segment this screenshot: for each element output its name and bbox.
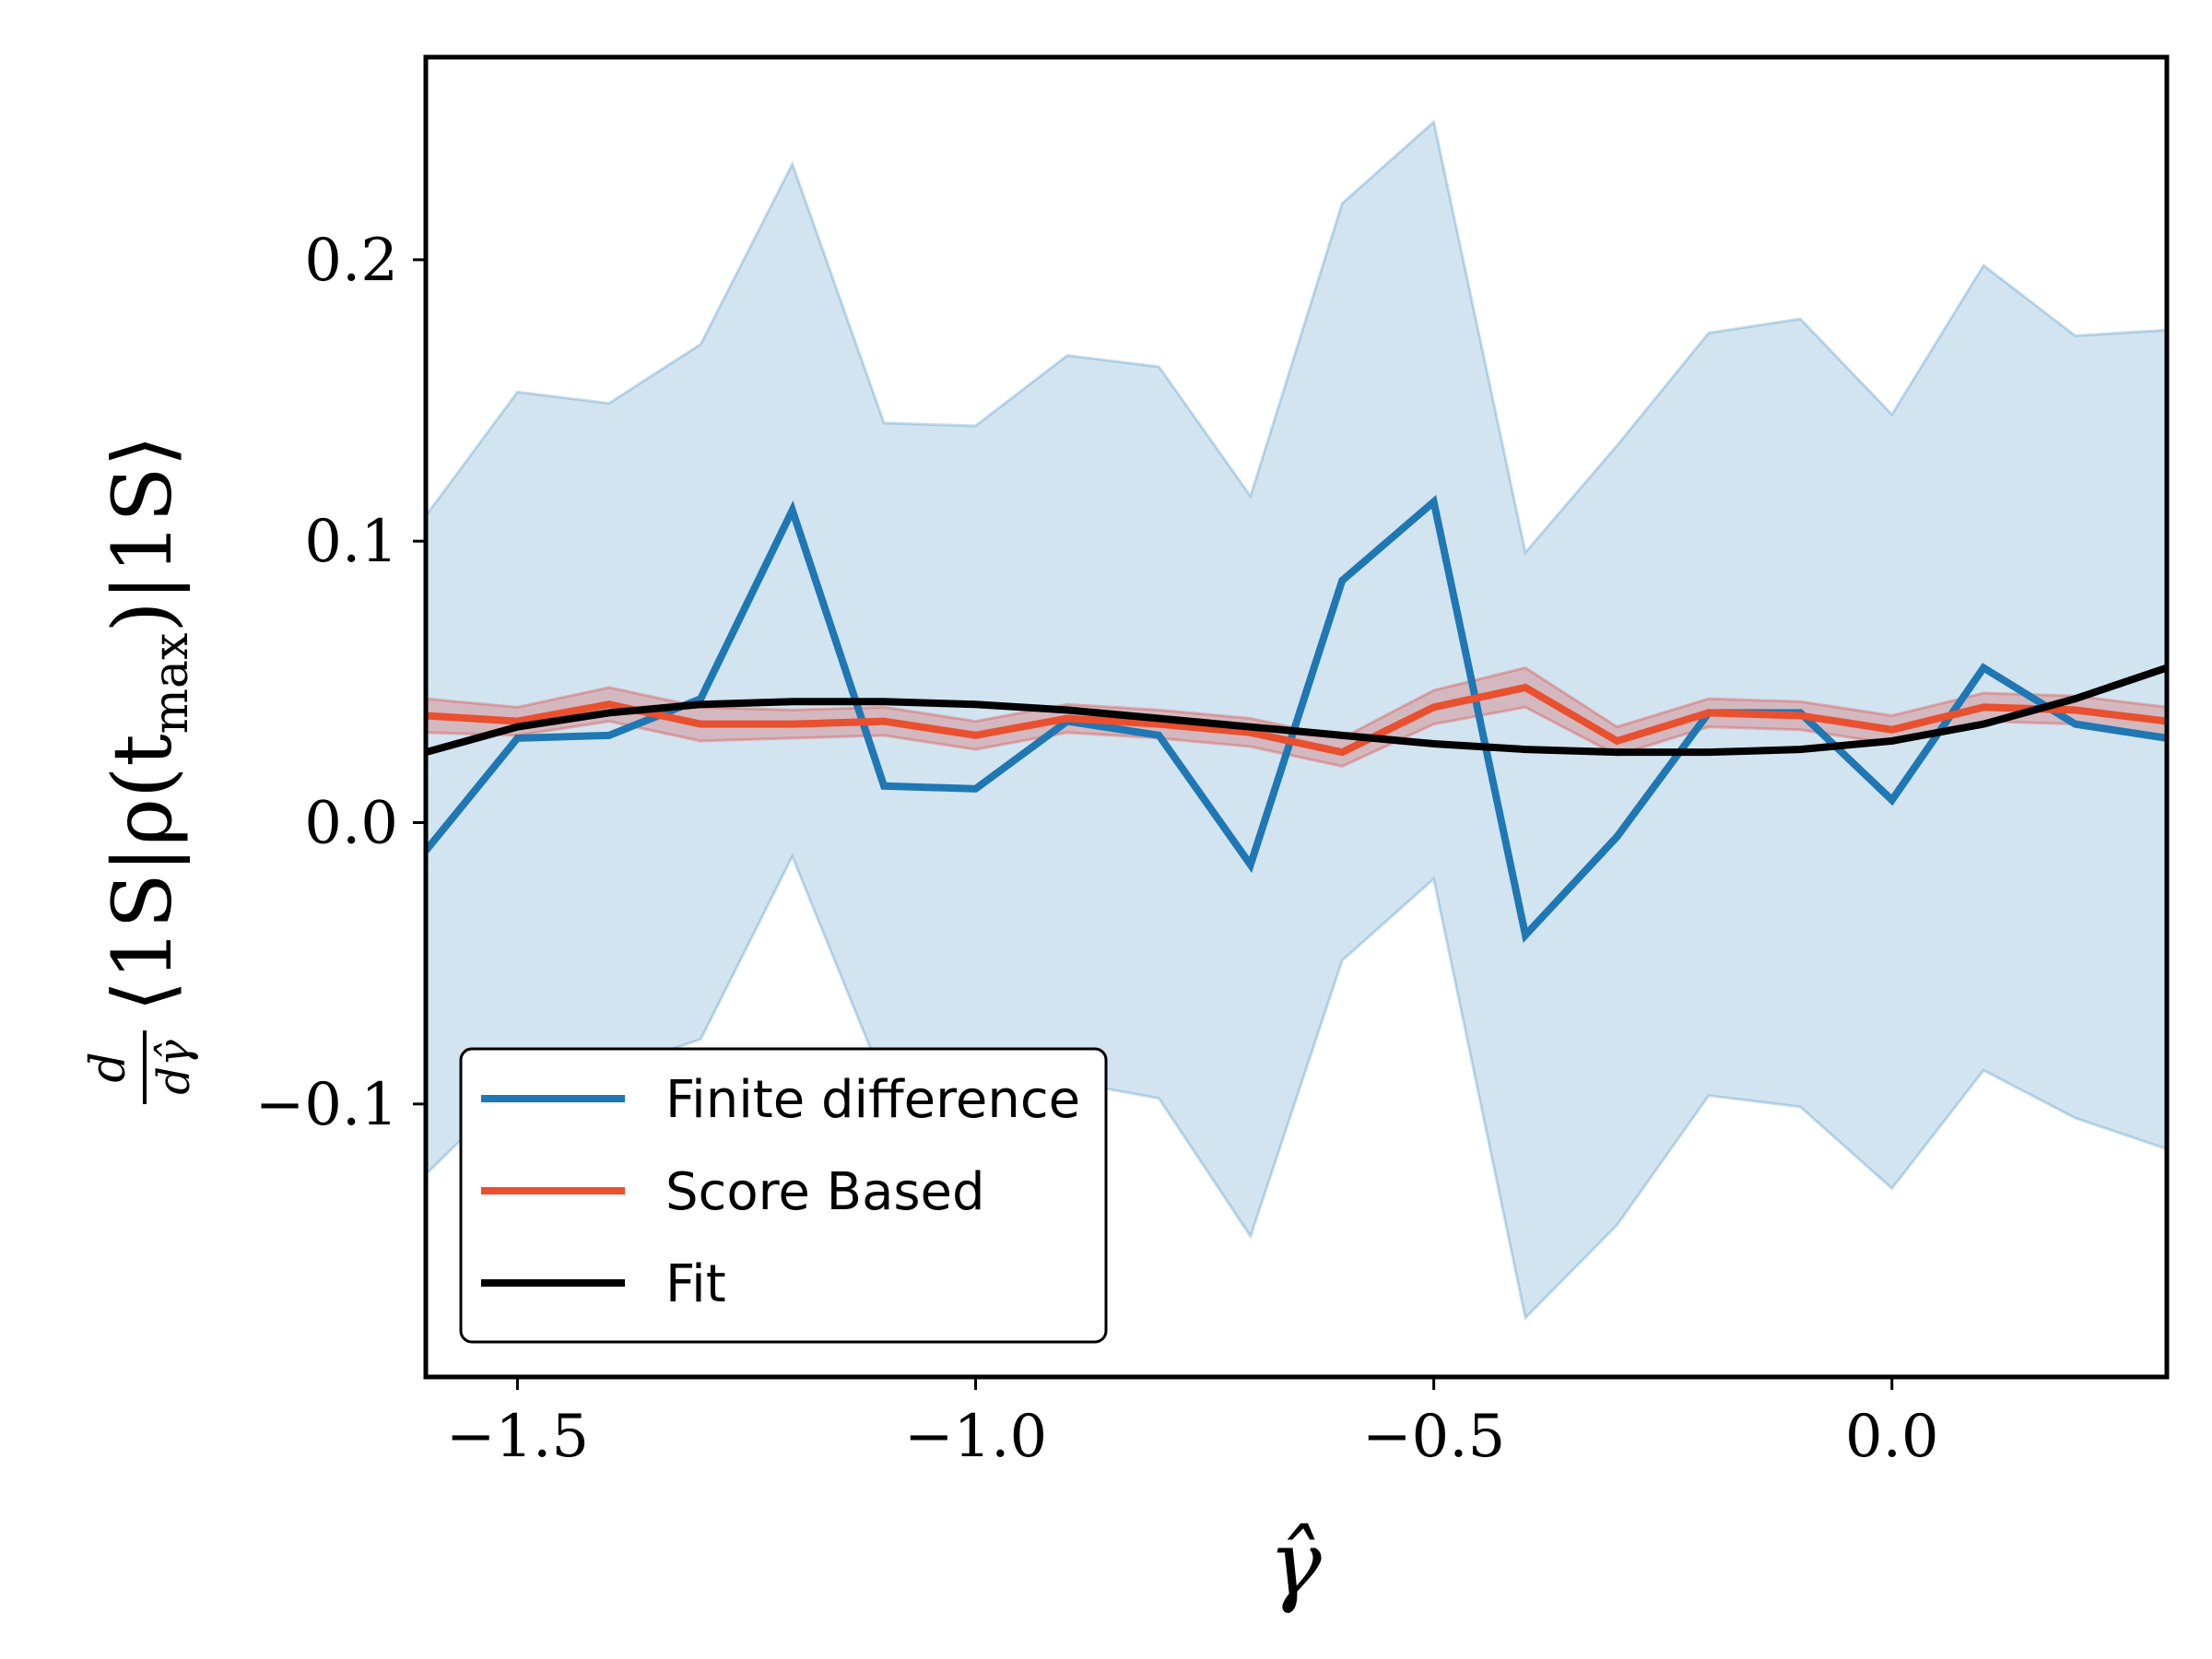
y-tick-label: −0.1: [255, 1071, 398, 1139]
x-axis-label: γ̂: [1268, 1512, 1322, 1616]
series-line-fit: [426, 664, 2167, 757]
y-tick-label: 0.2: [304, 227, 398, 295]
legend-label-fit: Fit: [665, 1254, 726, 1314]
y-axis: −0.1 0.0 0.1 0.2: [255, 227, 426, 1139]
x-tick-label: −1.5: [446, 1403, 589, 1471]
legend-label-finite-difference: Finite difference: [665, 1070, 1080, 1130]
y-label-body: ⟨1S|ρ(t: [95, 734, 190, 1012]
x-axis: −1.5 −1.0 −0.5 0.0: [446, 1377, 1939, 1471]
legend-box: [459, 1047, 1108, 1344]
y-tick-label: 0.1: [304, 508, 398, 576]
x-tick-label: 0.0: [1845, 1403, 1939, 1471]
legend: Finite difference Score Based Fit: [459, 1047, 1108, 1344]
y-label-tail: )|1S⟩: [95, 435, 190, 633]
plot-area: [426, 119, 2167, 1321]
y-label-subscript: max: [144, 633, 199, 735]
legend-label-score-based: Score Based: [665, 1162, 985, 1222]
x-tick-label: −1.0: [904, 1403, 1047, 1471]
y-label-fraction-numerator: d: [81, 1052, 136, 1082]
x-tick-label: −0.5: [1362, 1403, 1505, 1471]
svg-text:⟨1S|ρ(tmax)|1S⟩: ⟨1S|ρ(tmax)|1S⟩: [95, 435, 199, 1012]
series-line-finite-difference: [426, 494, 2167, 943]
y-axis-label: d dγ̂ ⟨1S|ρ(tmax)|1S⟩: [81, 435, 200, 1104]
y-label-fraction-denominator: dγ̂: [148, 1040, 200, 1095]
axes-frame: [423, 54, 2170, 1380]
y-tick-label: 0.0: [304, 789, 398, 857]
series-line-score-based: [426, 683, 2167, 757]
